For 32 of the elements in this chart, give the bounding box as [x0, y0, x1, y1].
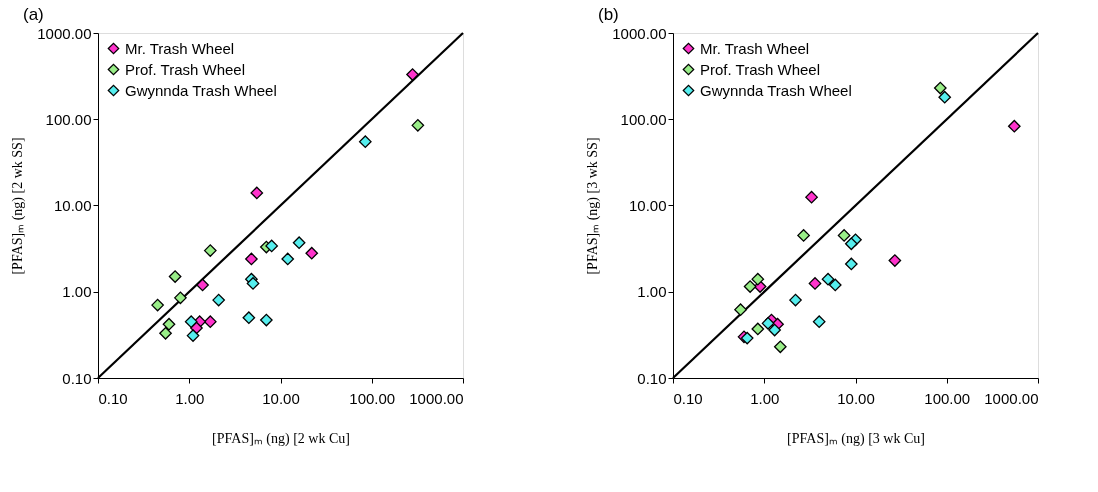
legend-label: Mr. Trash Wheel	[700, 39, 810, 57]
x-tick-label: 1000.00	[409, 389, 464, 407]
y-tick-label: 10.00	[53, 197, 92, 214]
legend-label: Gwynnda Trash Wheel	[700, 81, 852, 99]
y-tick-label: 1000.00	[612, 24, 667, 42]
x-tick-label: 10.00	[262, 389, 300, 407]
x-tick-label: 100.00	[349, 389, 396, 407]
x-tick-label: 100.00	[924, 389, 971, 407]
x-tick-label: 1000.00	[984, 389, 1039, 407]
text: (a)	[23, 5, 44, 24]
y-tick-label: 1.00	[62, 283, 92, 301]
legend-label: Prof. Trash Wheel	[125, 60, 246, 78]
x-axis-title: [PFAS]ₘ (ng) [3 wk Cu]	[787, 430, 925, 447]
legend-label: Prof. Trash Wheel	[700, 60, 821, 78]
legend-label: Mr. Trash Wheel	[125, 39, 235, 57]
x-tick-label: 0.10	[673, 389, 703, 407]
y-tick-label: 0.10	[62, 369, 92, 387]
y-tick-label: 1.00	[637, 283, 667, 301]
x-tick-label: 1.00	[750, 389, 780, 407]
y-axis-title: [PFAS]ₘ (ng) [3 wk SS]	[585, 137, 602, 275]
y-tick-label: 100.00	[620, 110, 667, 128]
legend-label: Gwynnda Trash Wheel	[125, 81, 277, 99]
y-tick-label: 10.00	[628, 197, 667, 214]
y-tick-label: 0.10	[637, 369, 667, 387]
y-axis-title: [PFAS]ₘ (ng) [2 wk SS]	[10, 137, 27, 275]
x-tick-label: 1.00	[175, 389, 205, 407]
x-tick-label: 0.10	[98, 389, 128, 407]
y-tick-label: 1000.00	[37, 24, 92, 42]
x-axis-title: [PFAS]ₘ (ng) [2 wk Cu]	[212, 430, 350, 447]
text: (b)	[598, 5, 619, 24]
y-tick-label: 100.00	[45, 110, 92, 128]
x-tick-label: 10.00	[837, 389, 875, 407]
